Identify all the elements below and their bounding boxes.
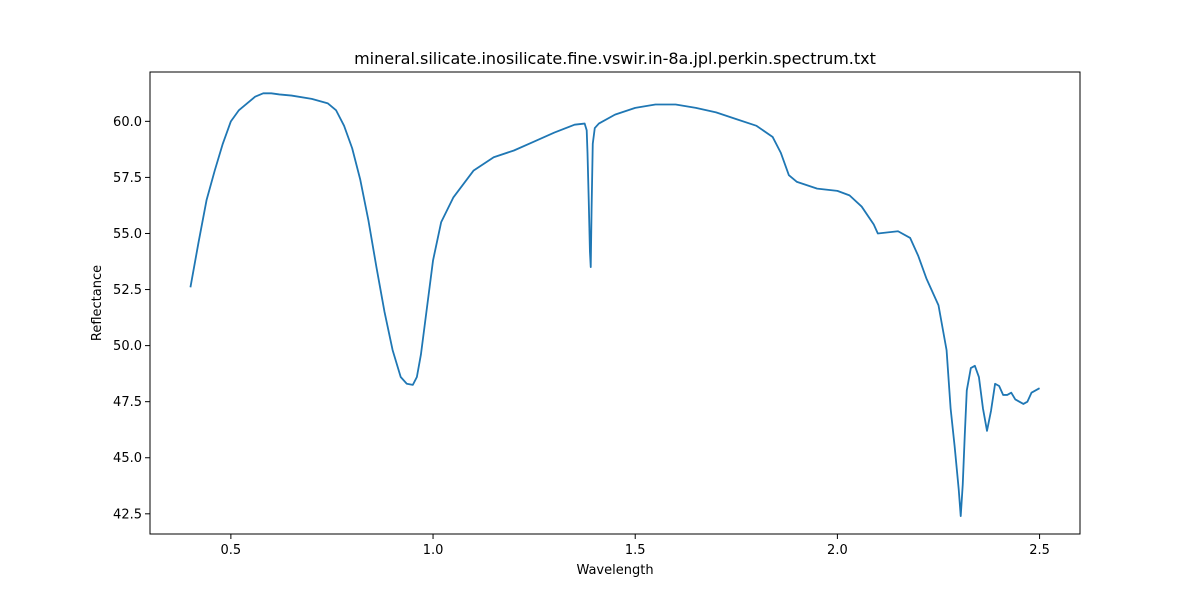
plot-frame — [149, 71, 1081, 535]
y-tick-label-6: 57.5 — [113, 171, 142, 186]
y-tick-label-5: 55.0 — [113, 227, 142, 242]
x-axis: 0.5 1.0 1.5 2.0 2.5 — [221, 534, 1050, 558]
y-axis: 42.5 45.0 47.5 50.0 52.5 55.0 57.5 60.0 — [113, 115, 150, 522]
plot-area — [189, 92, 1041, 517]
y-axis-label: Reflectance — [90, 265, 105, 341]
series-line-0 — [189, 92, 1041, 517]
x-tick-label-1: 1.0 — [423, 543, 444, 558]
x-tick-label-3: 2.0 — [827, 543, 848, 558]
chart-title: mineral.silicate.inosilicate.fine.vswir.… — [354, 49, 876, 68]
y-tick-label-7: 60.0 — [113, 115, 142, 130]
x-tick-label-0: 0.5 — [221, 543, 242, 558]
x-tick-label-2: 1.5 — [625, 543, 646, 558]
y-tick-label-4: 52.5 — [113, 283, 142, 298]
y-tick-label-2: 47.5 — [113, 395, 142, 410]
y-tick-label-0: 42.5 — [113, 507, 142, 522]
x-axis-label: Wavelength — [576, 563, 653, 578]
y-tick-label-3: 50.0 — [113, 339, 142, 354]
y-tick-label-1: 45.0 — [113, 451, 142, 466]
x-tick-label-4: 2.5 — [1029, 543, 1050, 558]
